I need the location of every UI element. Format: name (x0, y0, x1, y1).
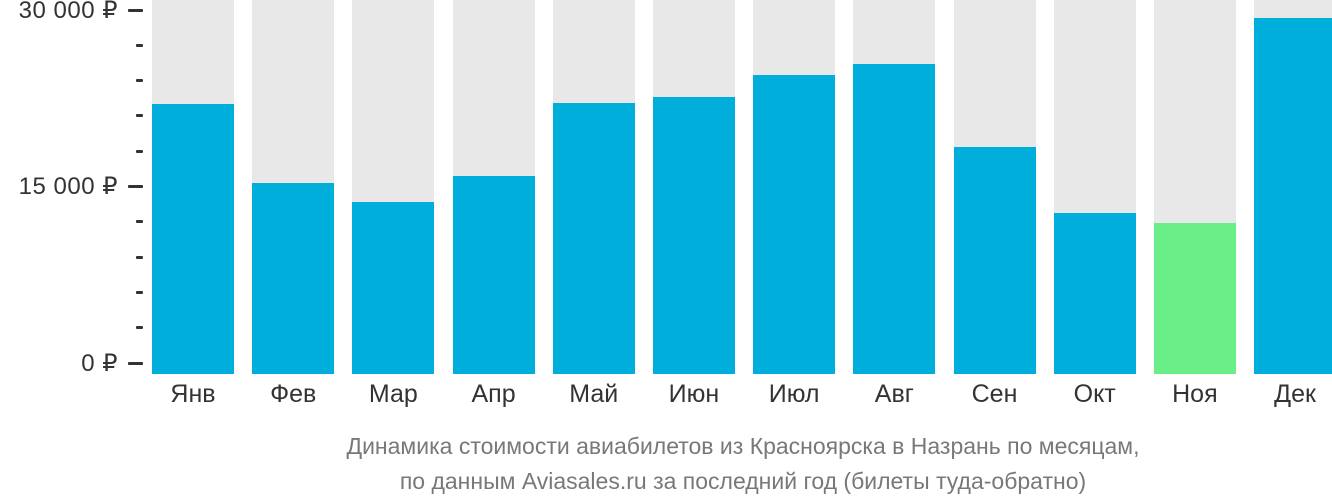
chart-caption: Динамика стоимости авиабилетов из Красно… (152, 429, 1332, 499)
bar-feb (252, 183, 335, 374)
chart-plot: 30 000 ₽ 15 000 ₽ 0 ₽ (18, 0, 1332, 377)
bar-may (552, 103, 635, 374)
bar-apr (452, 176, 535, 374)
x-label-may: Май (569, 380, 619, 408)
minor-tick-mark (136, 114, 143, 118)
bar-jul (753, 75, 836, 374)
minor-tick-mark (136, 326, 143, 330)
y-axis-tick-label: 30 000 ₽ (18, 0, 118, 24)
bar-nov-cheapest (1153, 223, 1236, 374)
minor-tick-mark (136, 290, 143, 294)
minor-tick-mark (136, 149, 143, 153)
bar-column-sep (953, 0, 1036, 374)
minor-tick-mark (136, 43, 143, 47)
minor-tick-mark (136, 79, 143, 83)
x-label-jul: Июл (768, 380, 820, 408)
bar-column-dec (1254, 0, 1332, 374)
tick-mark (128, 8, 143, 12)
bar-sep (953, 146, 1036, 374)
bar-column-aug (853, 0, 936, 374)
x-label-jan: Янв (170, 380, 216, 408)
x-axis-labels: Янв Фев Мар Апр Май Июн Июл Авг Сен Окт … (152, 381, 1332, 407)
x-label-dec: Дек (1274, 380, 1316, 408)
bar-column-nov-highlight (1153, 0, 1236, 374)
bar-aug (853, 64, 936, 374)
bar-mar (352, 201, 435, 374)
minor-tick-mark (136, 220, 143, 224)
minor-tick-mark (136, 255, 143, 259)
x-label-oct: Окт (1073, 380, 1116, 408)
bar-column-oct (1053, 0, 1136, 374)
y-axis-tick-label: 0 ₽ (81, 349, 118, 377)
bar-column-jul (753, 0, 836, 374)
bar-columns (152, 0, 1332, 374)
bar-column-jun (652, 0, 735, 374)
bar-dec (1254, 18, 1332, 374)
bar-column-apr (452, 0, 535, 374)
x-label-feb: Фев (270, 380, 317, 408)
x-label-nov: Ноя (1172, 380, 1218, 408)
bar-column-may (552, 0, 635, 374)
x-label-aug: Авг (874, 380, 914, 408)
caption-subtitle: по данным Aviasales.ru за последний год … (399, 468, 1087, 494)
caption-title: Динамика стоимости авиабилетов из Красно… (346, 433, 1140, 459)
x-label-mar: Мар (368, 380, 418, 408)
bar-column-feb (252, 0, 335, 374)
bar-column-jan (152, 0, 234, 374)
bar-oct (1053, 212, 1136, 374)
y-axis-tick-label: 15 000 ₽ (18, 173, 118, 200)
bar-column-mar (352, 0, 435, 374)
x-label-sep: Сен (971, 380, 1018, 408)
tick-mark (128, 361, 143, 365)
x-label-jun: Июн (668, 380, 720, 408)
bar-jan (152, 104, 234, 374)
tick-mark (128, 185, 143, 188)
x-label-apr: Апр (471, 380, 516, 408)
bar-jun (652, 97, 735, 374)
